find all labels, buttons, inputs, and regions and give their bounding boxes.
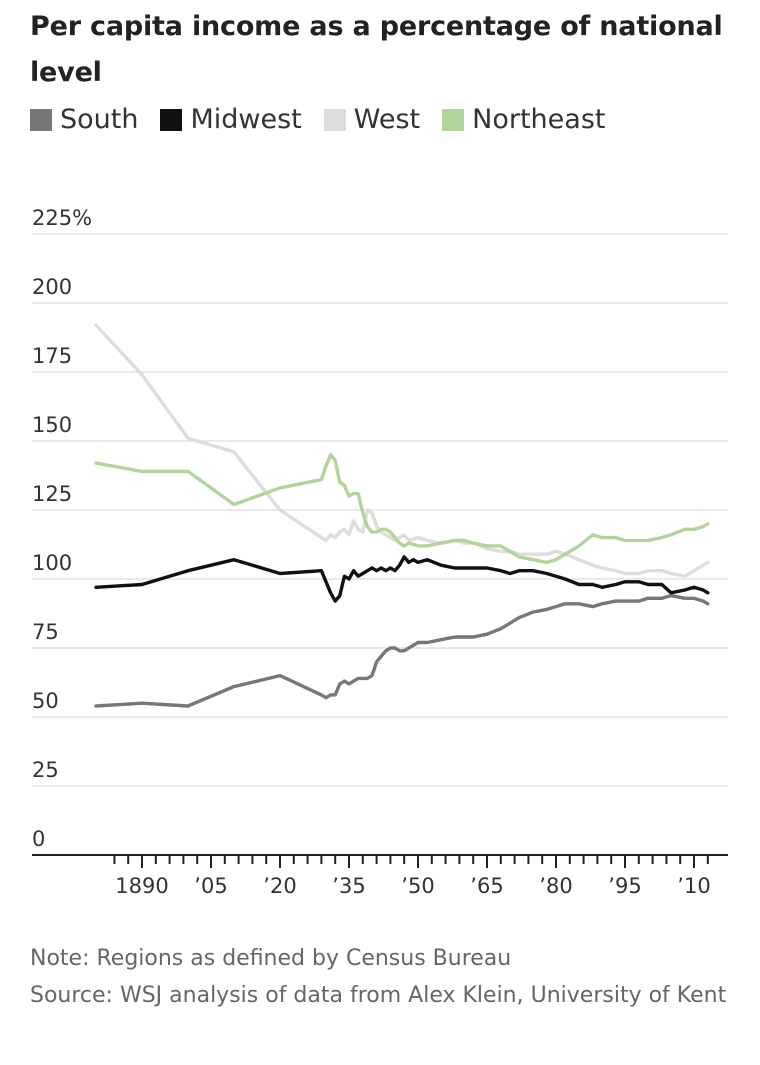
y-tick-label-0: 0 — [32, 827, 45, 851]
legend-swatch-south — [30, 108, 52, 131]
legend-item-midwest: Midwest — [160, 104, 302, 135]
legend-item-south: South — [30, 104, 138, 135]
notes: Note: Regions as defined by Census Burea… — [30, 940, 730, 1014]
legend-label-midwest: Midwest — [190, 104, 302, 135]
legend-label-west: West — [353, 104, 421, 135]
legend-swatch-northeast — [442, 108, 465, 131]
chart-title: Per capita income as a percentage of nat… — [30, 11, 723, 88]
x-tick-label-2010: ’10 — [677, 874, 710, 898]
y-tick-label-50: 50 — [32, 689, 59, 713]
x-tick-label-1995: ’95 — [608, 874, 641, 898]
x-tick-label-1905: ’05 — [194, 874, 227, 898]
legend-item-west: West — [323, 104, 421, 135]
legend-swatch-west — [323, 108, 346, 131]
x-tick-label-1980: ’80 — [539, 874, 572, 898]
y-tick-label-125: 125 — [32, 482, 72, 506]
series-line-south — [94, 593, 710, 708]
x-tick-label-1890: 1890 — [115, 874, 168, 898]
x-tick-label-1965: ’65 — [470, 874, 503, 898]
y-tick-label-175: 175 — [32, 344, 72, 368]
y-tick-label-225: 225% — [32, 206, 92, 230]
legend-item-northeast: Northeast — [442, 104, 605, 135]
legend-swatch-midwest — [160, 108, 183, 131]
x-tick-label-1950: ’50 — [401, 874, 434, 898]
x-tick-label-1935: ’35 — [332, 874, 365, 898]
legend-label-northeast: Northeast — [472, 104, 606, 135]
source-text: Source: WSJ analysis of data from Alex K… — [30, 983, 727, 1008]
x-tick-label-1920: ’20 — [263, 874, 296, 898]
line-chart: 0 25 50 75 100 125 150 175 200 225% 1890 ’05 ’20 ’35 ’… — [32, 206, 728, 898]
note-text: Note: Regions as defined by Census Burea… — [30, 946, 512, 971]
series-line-northeast — [94, 453, 710, 565]
y-tick-label-100: 100 — [32, 551, 72, 575]
y-tick-label-150: 150 — [32, 413, 72, 437]
legend-label-south: South — [60, 104, 139, 135]
series-line-west — [94, 323, 710, 578]
series-line-midwest — [94, 555, 710, 603]
y-tick-label-25: 25 — [32, 758, 59, 782]
legend: South Midwest West Northeast — [30, 104, 605, 135]
y-tick-label-75: 75 — [32, 620, 59, 644]
y-tick-label-200: 200 — [32, 275, 72, 299]
